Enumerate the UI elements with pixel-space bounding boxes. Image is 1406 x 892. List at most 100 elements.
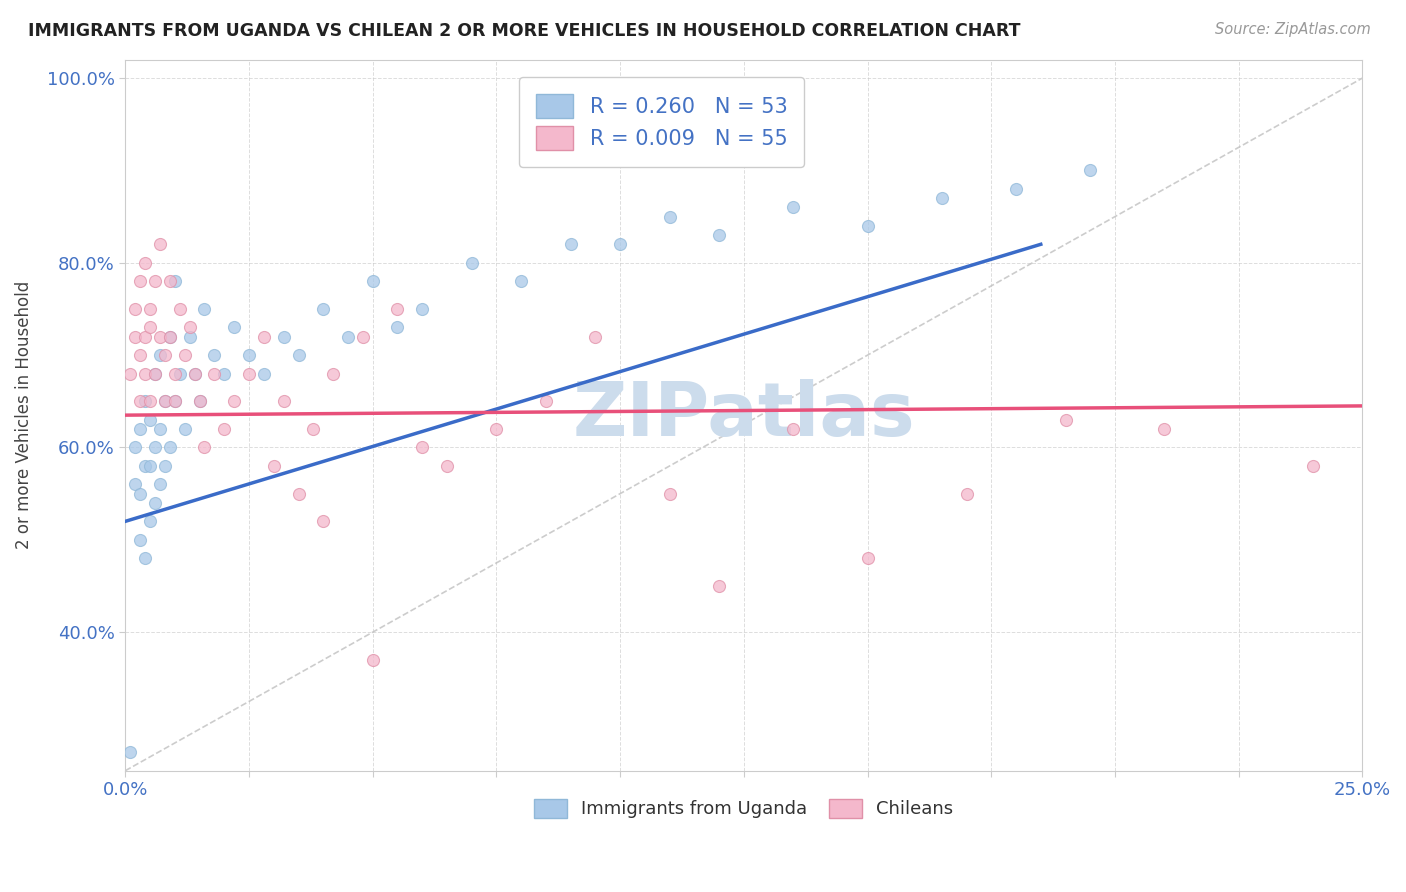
Point xyxy=(1005,182,1028,196)
Point xyxy=(173,422,195,436)
Point xyxy=(238,367,260,381)
Point xyxy=(163,394,186,409)
Point xyxy=(312,514,335,528)
Point xyxy=(224,320,246,334)
Point xyxy=(149,348,172,362)
Point xyxy=(129,348,152,362)
Point xyxy=(361,274,384,288)
Point xyxy=(224,394,246,409)
Point xyxy=(120,745,142,759)
Point xyxy=(658,210,681,224)
Point xyxy=(143,441,166,455)
Point xyxy=(129,422,152,436)
Point xyxy=(856,551,879,566)
Point xyxy=(143,367,166,381)
Point xyxy=(782,200,804,214)
Point xyxy=(183,367,205,381)
Point xyxy=(460,256,482,270)
Point xyxy=(134,256,156,270)
Point xyxy=(510,274,533,288)
Point xyxy=(1153,422,1175,436)
Point xyxy=(134,551,156,566)
Point xyxy=(124,329,146,343)
Point xyxy=(179,320,201,334)
Point xyxy=(707,228,730,243)
Point xyxy=(173,348,195,362)
Text: Source: ZipAtlas.com: Source: ZipAtlas.com xyxy=(1215,22,1371,37)
Point xyxy=(214,422,236,436)
Point xyxy=(273,394,295,409)
Point xyxy=(485,422,508,436)
Point xyxy=(931,191,953,205)
Point xyxy=(124,477,146,491)
Point xyxy=(583,329,606,343)
Point xyxy=(159,329,181,343)
Point xyxy=(153,394,176,409)
Point xyxy=(163,367,186,381)
Y-axis label: 2 or more Vehicles in Household: 2 or more Vehicles in Household xyxy=(15,281,32,549)
Point xyxy=(159,329,181,343)
Point xyxy=(782,422,804,436)
Point xyxy=(153,348,176,362)
Point xyxy=(707,579,730,593)
Point xyxy=(955,486,977,500)
Point xyxy=(193,441,215,455)
Point xyxy=(163,394,186,409)
Point xyxy=(253,329,276,343)
Point xyxy=(609,237,631,252)
Point xyxy=(202,348,225,362)
Point xyxy=(287,348,309,362)
Point xyxy=(560,237,582,252)
Point xyxy=(253,367,276,381)
Point xyxy=(188,394,211,409)
Text: ZIPatlas: ZIPatlas xyxy=(572,378,915,451)
Point xyxy=(856,219,879,233)
Legend: Immigrants from Uganda, Chileans: Immigrants from Uganda, Chileans xyxy=(527,792,960,826)
Point xyxy=(273,329,295,343)
Point xyxy=(1078,163,1101,178)
Point xyxy=(149,422,172,436)
Point xyxy=(139,514,162,528)
Point xyxy=(188,394,211,409)
Point xyxy=(149,477,172,491)
Point xyxy=(139,301,162,316)
Point xyxy=(169,301,191,316)
Point xyxy=(143,367,166,381)
Point xyxy=(134,394,156,409)
Point xyxy=(1302,458,1324,473)
Point xyxy=(120,367,142,381)
Point xyxy=(129,533,152,547)
Text: IMMIGRANTS FROM UGANDA VS CHILEAN 2 OR MORE VEHICLES IN HOUSEHOLD CORRELATION CH: IMMIGRANTS FROM UGANDA VS CHILEAN 2 OR M… xyxy=(28,22,1021,40)
Point xyxy=(322,367,344,381)
Point xyxy=(387,320,409,334)
Point xyxy=(153,458,176,473)
Point xyxy=(129,486,152,500)
Point xyxy=(193,301,215,316)
Point xyxy=(134,367,156,381)
Point xyxy=(302,422,325,436)
Point xyxy=(134,329,156,343)
Point xyxy=(179,329,201,343)
Point xyxy=(287,486,309,500)
Point xyxy=(436,458,458,473)
Point xyxy=(149,237,172,252)
Point xyxy=(534,394,557,409)
Point xyxy=(387,301,409,316)
Point xyxy=(169,367,191,381)
Point xyxy=(143,274,166,288)
Point xyxy=(352,329,374,343)
Point xyxy=(202,367,225,381)
Point xyxy=(411,301,433,316)
Point xyxy=(183,367,205,381)
Point xyxy=(139,413,162,427)
Point xyxy=(1054,413,1077,427)
Point xyxy=(139,394,162,409)
Point xyxy=(143,496,166,510)
Point xyxy=(129,274,152,288)
Point xyxy=(139,320,162,334)
Point xyxy=(361,653,384,667)
Point xyxy=(238,348,260,362)
Point xyxy=(214,367,236,381)
Point xyxy=(129,394,152,409)
Point xyxy=(134,458,156,473)
